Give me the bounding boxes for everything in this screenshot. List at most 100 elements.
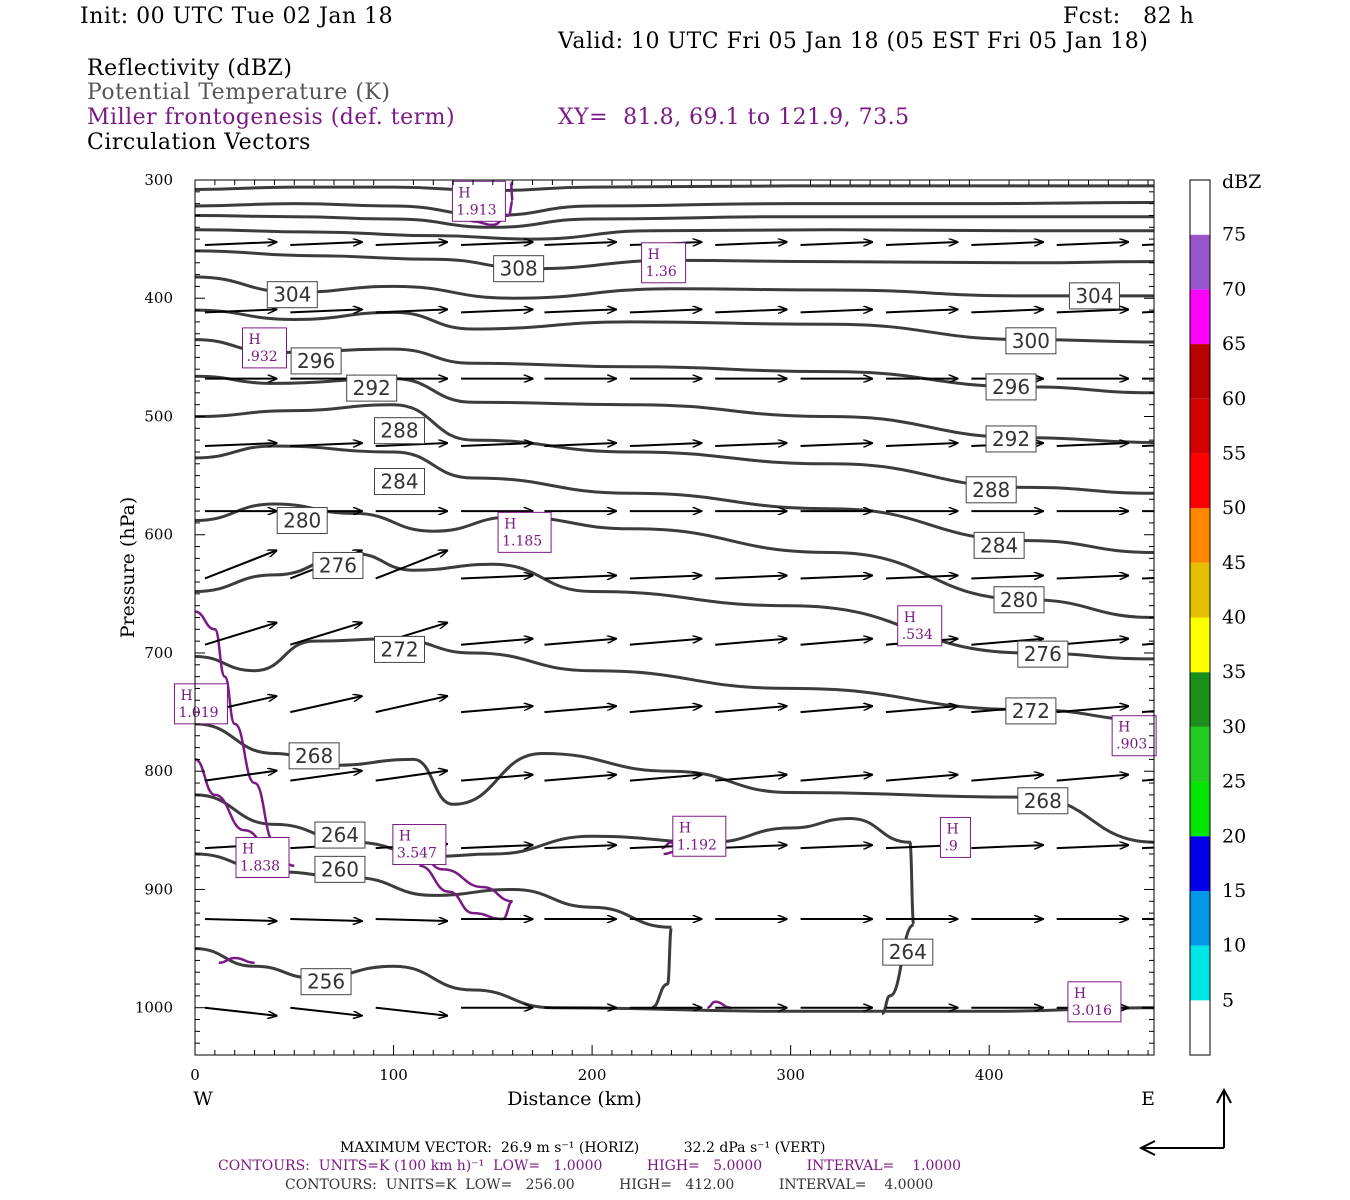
field-theta: Potential Temperature (K) xyxy=(87,80,391,105)
svg-text:272: 272 xyxy=(1012,699,1050,723)
colorbar-level: 65 xyxy=(1222,333,1246,355)
frontogenesis-contour xyxy=(707,1000,732,1009)
svg-text:H: H xyxy=(904,610,916,626)
svg-text:280: 280 xyxy=(283,509,321,533)
circulation-vector xyxy=(290,696,361,714)
cross-section-xy: XY= 81.8, 69.1 to 121.9, 73.5 xyxy=(558,105,910,130)
theta-label: 288 xyxy=(374,417,426,445)
frontogenesis-max: H.9 xyxy=(939,816,971,858)
circulation-vector xyxy=(800,775,872,782)
colorbar-swatch xyxy=(1190,836,1210,891)
circulation-vector xyxy=(290,443,361,446)
circulation-vector xyxy=(461,575,532,578)
theta-labels: 308 304 304 300 296 296 292 292 288 288 284 284 280 2… xyxy=(266,255,1120,996)
svg-text:292: 292 xyxy=(353,376,391,400)
svg-text:1.36: 1.36 xyxy=(646,264,677,280)
circulation-vector xyxy=(800,309,872,312)
colorbar-frame xyxy=(1189,179,1211,1056)
circulation-vector xyxy=(204,623,276,646)
svg-text:268: 268 xyxy=(1024,789,1062,813)
circulation-vector xyxy=(715,775,786,782)
circulation-vector xyxy=(971,309,1042,312)
svg-text:.932: .932 xyxy=(246,349,277,365)
y-tick-label: 300 xyxy=(144,171,173,189)
svg-text:292: 292 xyxy=(992,427,1030,451)
y-tick-label: 800 xyxy=(144,762,173,780)
theta-label: 264 xyxy=(314,821,366,849)
circulation-vector xyxy=(629,639,701,646)
theta-label: 280 xyxy=(276,507,328,535)
circulation-vector xyxy=(204,242,276,245)
theta-label: 276 xyxy=(1017,640,1069,668)
circulation-vector xyxy=(204,443,276,446)
circulation-vector xyxy=(800,242,872,245)
circulation-vector xyxy=(375,771,447,782)
theta-label: 296 xyxy=(290,347,342,375)
circulation-vector xyxy=(544,845,615,848)
frontogenesis-max: H1.913 xyxy=(451,180,506,222)
circulation-vector xyxy=(544,706,615,714)
svg-text:H: H xyxy=(679,820,691,836)
circulation-vector xyxy=(800,575,872,578)
frontogenesis-max: H.932 xyxy=(241,327,287,369)
colorbar-swatch xyxy=(1190,781,1210,837)
circulation-vector xyxy=(1056,575,1128,578)
x-axis-label: Distance (km) xyxy=(507,1088,642,1110)
circulation-vector xyxy=(375,696,447,714)
colorbar-level: 10 xyxy=(1222,935,1246,957)
circulation-vector xyxy=(715,706,786,714)
y-tick-label: 700 xyxy=(144,644,173,662)
circulation-vector xyxy=(461,443,532,446)
theta-label: 296 xyxy=(985,373,1037,401)
circulation-vector xyxy=(885,242,957,245)
circulation-vector xyxy=(460,639,532,646)
frontogenesis-contour xyxy=(195,610,276,844)
y-tick-label: 900 xyxy=(144,880,173,898)
theta-contour xyxy=(195,228,1154,241)
circulation-vector xyxy=(1056,845,1128,848)
circulation-vector xyxy=(800,639,872,646)
colorbar-swatch xyxy=(1190,890,1210,946)
circulation-vector xyxy=(885,309,957,312)
colorbar-level: 50 xyxy=(1222,497,1246,519)
svg-text:1.838: 1.838 xyxy=(240,859,280,875)
theta-contour xyxy=(195,214,1154,229)
circulation-vector xyxy=(544,639,615,646)
theta-label: 272 xyxy=(1005,697,1057,725)
colorbar-swatch xyxy=(1190,617,1210,673)
colorbar-level: 5 xyxy=(1222,989,1234,1011)
circulation-vector xyxy=(544,443,615,446)
circulation-vector xyxy=(885,443,957,446)
circulation-vector xyxy=(290,623,361,646)
circulation-vector xyxy=(715,242,786,245)
circulation-vector xyxy=(1056,706,1128,714)
theta-label: 304 xyxy=(1068,282,1120,310)
circulation-vector xyxy=(204,309,276,312)
svg-text:264: 264 xyxy=(321,823,359,847)
theta-label: 300 xyxy=(1005,327,1057,355)
frontogenesis-maxima: H1.913H1.36H.932H1.185H.534H1.019H.903H1… xyxy=(173,180,1157,1023)
colorbar-unit: dBZ xyxy=(1222,171,1261,193)
svg-text:.903: .903 xyxy=(1116,737,1147,753)
colorbar-swatch xyxy=(1190,508,1210,563)
colorbar-swatch xyxy=(1190,453,1210,509)
frontogenesis-contour xyxy=(218,956,255,965)
colorbar-swatch xyxy=(1190,234,1210,290)
valid-time: Valid: 10 UTC Fri 05 Jan 18 (05 EST Fri … xyxy=(558,29,1149,54)
circulation-vector xyxy=(629,575,701,578)
circulation-vector xyxy=(375,550,447,580)
svg-text:1.185: 1.185 xyxy=(502,533,542,549)
circulation-vector xyxy=(971,242,1042,245)
circulation-vector xyxy=(544,775,615,782)
circulation-vector xyxy=(800,845,872,848)
svg-text:1.019: 1.019 xyxy=(178,705,218,721)
theta-label: 280 xyxy=(993,586,1045,614)
colorbar-level: 20 xyxy=(1222,825,1246,847)
colorbar-swatch xyxy=(1190,180,1210,235)
circulation-vector xyxy=(971,775,1042,782)
circulation-vector xyxy=(461,242,532,245)
x-tick-label: 200 xyxy=(578,1066,607,1084)
circulation-vector xyxy=(290,771,361,782)
svg-text:.534: .534 xyxy=(902,627,933,643)
